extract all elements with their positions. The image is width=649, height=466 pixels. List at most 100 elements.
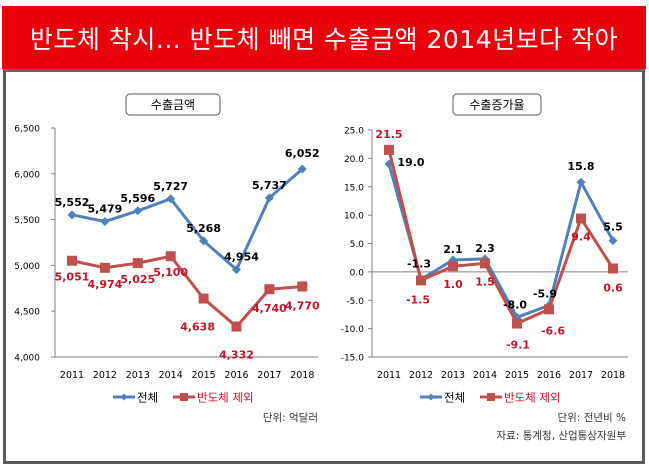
legend-label-excl-semiconductor: 반도체 제외 [197, 391, 254, 405]
data-label: 5,596 [120, 192, 155, 205]
data-label: -6.6 [541, 324, 565, 337]
legend-label-excl-semiconductor: 반도체 제외 [504, 391, 561, 405]
data-point-excl-semiconductor [297, 281, 308, 292]
data-label: 9.4 [571, 231, 591, 244]
y-tick-label: 25.0 [344, 127, 364, 137]
legend-label-total: 전체 [137, 391, 158, 405]
data-label: -8.0 [503, 298, 527, 311]
data-label: -5.9 [533, 287, 557, 300]
data-point-total [166, 194, 176, 204]
chart-title-box [125, 93, 221, 116]
data-label: 4,954 [224, 251, 259, 264]
y-tick-label: -15.0 [341, 354, 365, 364]
data-point-excl-semiconductor [67, 255, 77, 266]
x-tick-label: 2011 [60, 370, 84, 381]
x-tick-label: 2013 [441, 370, 465, 381]
chart-title-box [452, 93, 542, 116]
y-tick-label: 5,500 [14, 216, 40, 226]
data-point-excl-semiconductor [576, 213, 586, 224]
legend-label-total: 전체 [444, 391, 465, 405]
y-tick-label: 0.0 [350, 268, 365, 278]
data-label: 5.5 [603, 221, 623, 234]
data-point-total [199, 236, 209, 246]
data-point-excl-semiconductor [99, 262, 110, 273]
data-label: 5,479 [88, 203, 123, 216]
x-tick-label: 2016 [224, 370, 248, 381]
y-tick-label: 5.0 [350, 240, 365, 250]
data-point-total [608, 236, 618, 246]
legend-marker-excl-semiconductor [487, 393, 495, 401]
data-label: 4,332 [219, 349, 254, 362]
data-point-excl-semiconductor [416, 275, 426, 286]
data-point-total [232, 265, 241, 275]
y-tick-label: 6,000 [14, 170, 40, 180]
data-label: 0.6 [603, 281, 623, 294]
data-label: 1.5 [475, 275, 495, 288]
data-label: 6,052 [285, 147, 320, 160]
data-point-total [576, 177, 586, 187]
series-line-total [387, 163, 615, 319]
data-label: 19.0 [397, 156, 424, 169]
title-banner: 반도체 착시... 반도체 빼면 수출금액 2014년보다 작아 [2, 6, 646, 69]
data-point-excl-semiconductor [132, 258, 143, 269]
data-label: 5,025 [120, 273, 155, 286]
data-point-total [264, 193, 274, 203]
data-point-excl-semiconductor [165, 251, 176, 262]
legend-marker-excl-semiconductor [180, 393, 188, 401]
data-label: 4,770 [285, 299, 320, 312]
data-label: 4,974 [88, 278, 123, 291]
x-tick-label: 2014 [473, 370, 497, 381]
data-label: 5,552 [55, 196, 90, 209]
data-point-excl-semiconductor [480, 258, 490, 269]
y-tick-label: -10.0 [341, 325, 365, 335]
data-label: 21.5 [375, 128, 402, 141]
legend-marker-total [427, 393, 435, 401]
y-tick-label: -5.0 [346, 297, 364, 307]
data-label: 5,737 [252, 179, 287, 192]
data-point-total [297, 164, 307, 174]
x-tick-label: 2017 [569, 370, 593, 381]
data-label: 2.3 [475, 242, 495, 255]
data-point-excl-semiconductor [512, 318, 522, 329]
x-tick-label: 2012 [409, 370, 433, 381]
y-tick-label: 5,000 [14, 262, 40, 272]
data-point-excl-semiconductor [544, 304, 554, 315]
data-label: 1.0 [443, 278, 463, 291]
data-point-excl-semiconductor [448, 261, 458, 272]
data-label: 5,051 [55, 271, 90, 284]
data-label: -1.3 [407, 257, 431, 270]
data-point-total [133, 206, 143, 216]
legend-marker-total [120, 393, 128, 401]
series-line-excl-semiconductor [71, 254, 303, 329]
data-label: 4,740 [252, 302, 287, 315]
data-label: 5,100 [153, 266, 188, 279]
data-point-excl-semiconductor [608, 263, 618, 274]
y-tick-label: 20.0 [344, 155, 364, 165]
y-tick-label: 6,500 [14, 125, 40, 135]
x-tick-label: 2012 [93, 370, 117, 381]
unit-note: 단위: 억달러 [263, 411, 318, 424]
x-tick-label: 2018 [601, 370, 625, 381]
data-point-excl-semiconductor [231, 321, 242, 332]
data-label: 5,727 [153, 180, 188, 193]
data-label: 15.8 [567, 160, 594, 173]
data-label: 2.1 [443, 243, 463, 256]
x-tick-label: 2018 [290, 370, 314, 381]
data-label: -9.1 [506, 339, 530, 352]
data-point-excl-semiconductor [264, 284, 275, 295]
x-tick-label: 2011 [377, 370, 401, 381]
y-tick-label: 10.0 [344, 212, 364, 222]
x-tick-label: 2015 [192, 370, 216, 381]
chart-title: 수출증가율 [469, 98, 524, 112]
x-tick-label: 2015 [505, 370, 529, 381]
source-note: 자료: 통계청, 산업통상자원부 [497, 429, 627, 442]
series-line-excl-semiconductor [387, 149, 615, 326]
data-point-total [67, 210, 77, 220]
x-tick-label: 2017 [257, 370, 281, 381]
y-tick-label: 4,000 [14, 354, 40, 364]
y-tick-label: 4,500 [14, 308, 40, 318]
data-label: 5,268 [186, 222, 221, 235]
chart-title: 수출금액 [151, 98, 195, 112]
y-tick-label: 15.0 [344, 183, 364, 193]
